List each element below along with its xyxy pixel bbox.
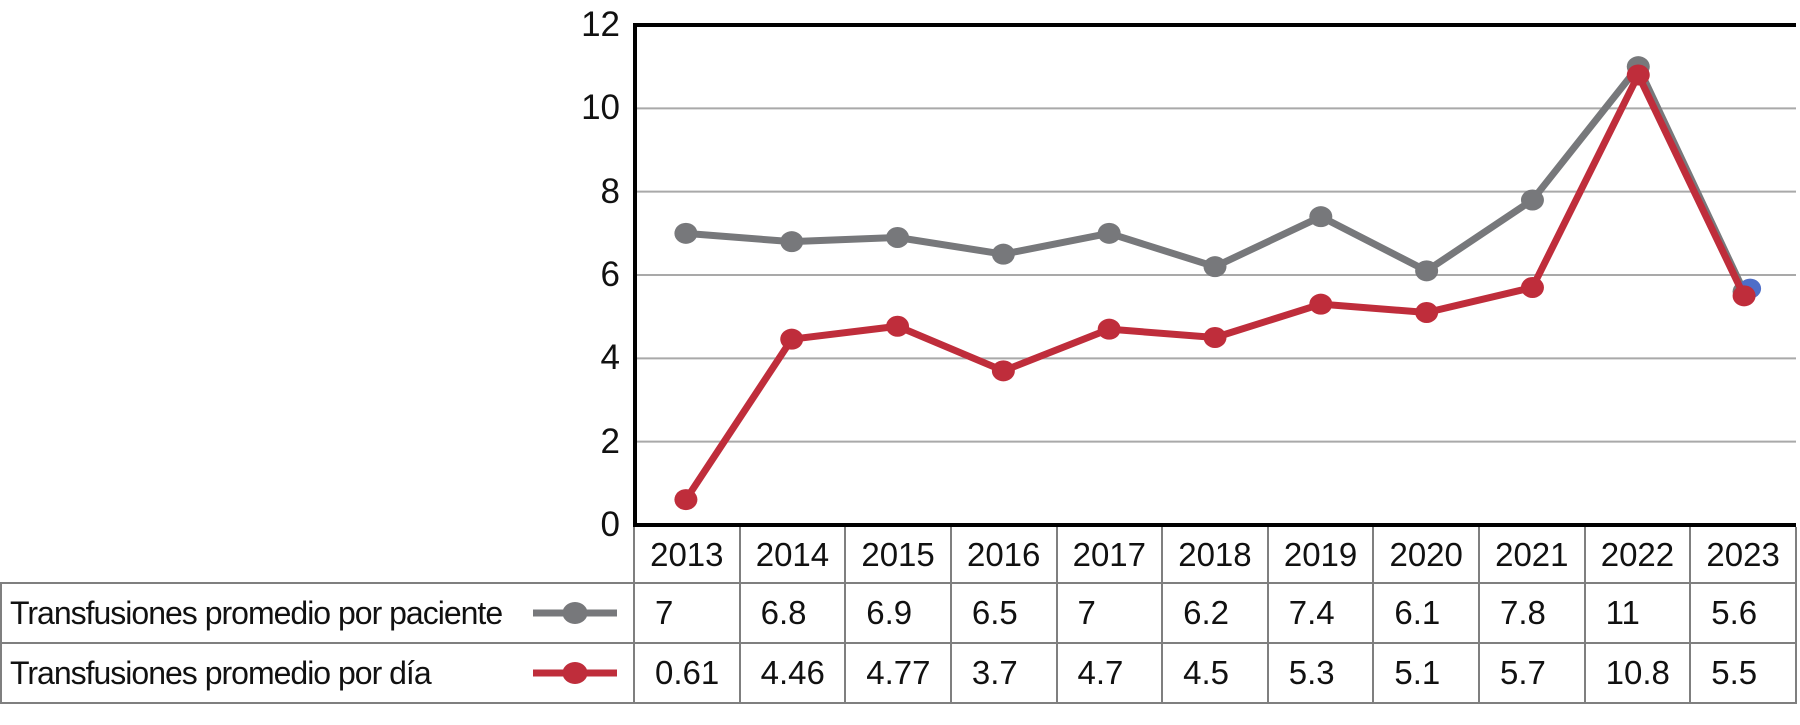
data-point-marker xyxy=(1626,64,1650,86)
value-cell: 6.5 xyxy=(949,582,1058,644)
year-header-cell: 2018 xyxy=(1161,527,1269,584)
data-point-marker xyxy=(991,243,1015,265)
value-cell: 6.9 xyxy=(844,582,952,644)
year-header-cell: 2013 xyxy=(633,527,741,584)
table-row: Transfusiones promedio por día 0.61 4.46 4.… xyxy=(0,642,1797,704)
data-point-marker xyxy=(1309,293,1333,315)
value-cell: 5.1 xyxy=(1372,642,1480,704)
value-cell: 4.46 xyxy=(738,642,847,704)
data-point-marker xyxy=(1203,327,1227,348)
data-point-marker xyxy=(991,360,1015,382)
year-header-cell: 2015 xyxy=(844,527,952,584)
value-cell: 11 xyxy=(1583,582,1692,644)
data-point-marker xyxy=(674,222,698,244)
data-point-marker xyxy=(674,489,698,511)
value-cell: 0.61 xyxy=(633,642,741,704)
value-cell: 3.7 xyxy=(949,642,1058,704)
year-header-cell: 2021 xyxy=(1478,527,1586,584)
value-cell: 5.7 xyxy=(1478,642,1586,704)
year-header-cell: 2014 xyxy=(738,527,847,584)
value-cell: 6.1 xyxy=(1372,582,1480,644)
value-cell: 4.77 xyxy=(844,642,952,704)
year-header-cell: 2016 xyxy=(949,527,1058,584)
series-label: Transfusiones promedio por paciente xyxy=(10,594,503,631)
value-cell: 7 xyxy=(1055,582,1164,644)
year-header-cell: 2022 xyxy=(1583,527,1692,584)
table-corner-blank xyxy=(1,527,634,583)
value-cell: 6.8 xyxy=(738,582,847,644)
value-cell: 4.5 xyxy=(1161,642,1269,704)
value-cell: 7 xyxy=(633,582,741,644)
data-point-marker xyxy=(886,227,910,248)
value-cell: 7.8 xyxy=(1478,582,1586,644)
legend-marker-icon xyxy=(533,602,617,624)
data-point-marker xyxy=(1309,206,1333,228)
value-cell: 7.4 xyxy=(1266,582,1375,644)
legend-marker-icon xyxy=(533,662,617,684)
data-point-marker xyxy=(1097,318,1121,340)
value-cell: 5.6 xyxy=(1689,582,1797,644)
value-cell: 6.2 xyxy=(1161,582,1269,644)
series-label-cell: Transfusiones promedio por día xyxy=(0,642,635,704)
year-header-cell: 2017 xyxy=(1055,527,1164,584)
data-point-marker xyxy=(886,315,910,337)
series-label: Transfusiones promedio por día xyxy=(10,654,432,691)
value-cell: 10.8 xyxy=(1583,642,1692,704)
data-table: 2013 2014 2015 2016 2017 2018 2019 2020 2021 2022… xyxy=(0,527,1797,704)
data-point-marker xyxy=(1415,260,1439,282)
series-label-cell: Transfusiones promedio por paciente xyxy=(0,582,635,644)
data-point-marker xyxy=(1203,256,1227,278)
data-point-marker xyxy=(1097,222,1121,244)
year-header-cell: 2020 xyxy=(1372,527,1480,584)
table-row: Transfusiones promedio por paciente 7 6.8 6… xyxy=(0,582,1797,644)
data-point-marker xyxy=(1520,189,1544,211)
value-cell: 5.3 xyxy=(1266,642,1375,704)
table-header-row: 2013 2014 2015 2016 2017 2018 2019 2020 2021 2022… xyxy=(1,527,1797,584)
data-point-marker xyxy=(780,328,804,350)
line-chart-plot xyxy=(633,23,1796,527)
data-point-marker xyxy=(1520,277,1544,298)
year-header-cell: 2019 xyxy=(1266,527,1375,584)
data-point-marker xyxy=(780,231,804,253)
value-cell: 5.5 xyxy=(1689,642,1797,704)
year-header-cell: 2023 xyxy=(1689,527,1797,584)
data-point-marker xyxy=(1732,285,1756,307)
value-cell: 4.7 xyxy=(1055,642,1164,704)
data-point-marker xyxy=(1415,302,1439,323)
